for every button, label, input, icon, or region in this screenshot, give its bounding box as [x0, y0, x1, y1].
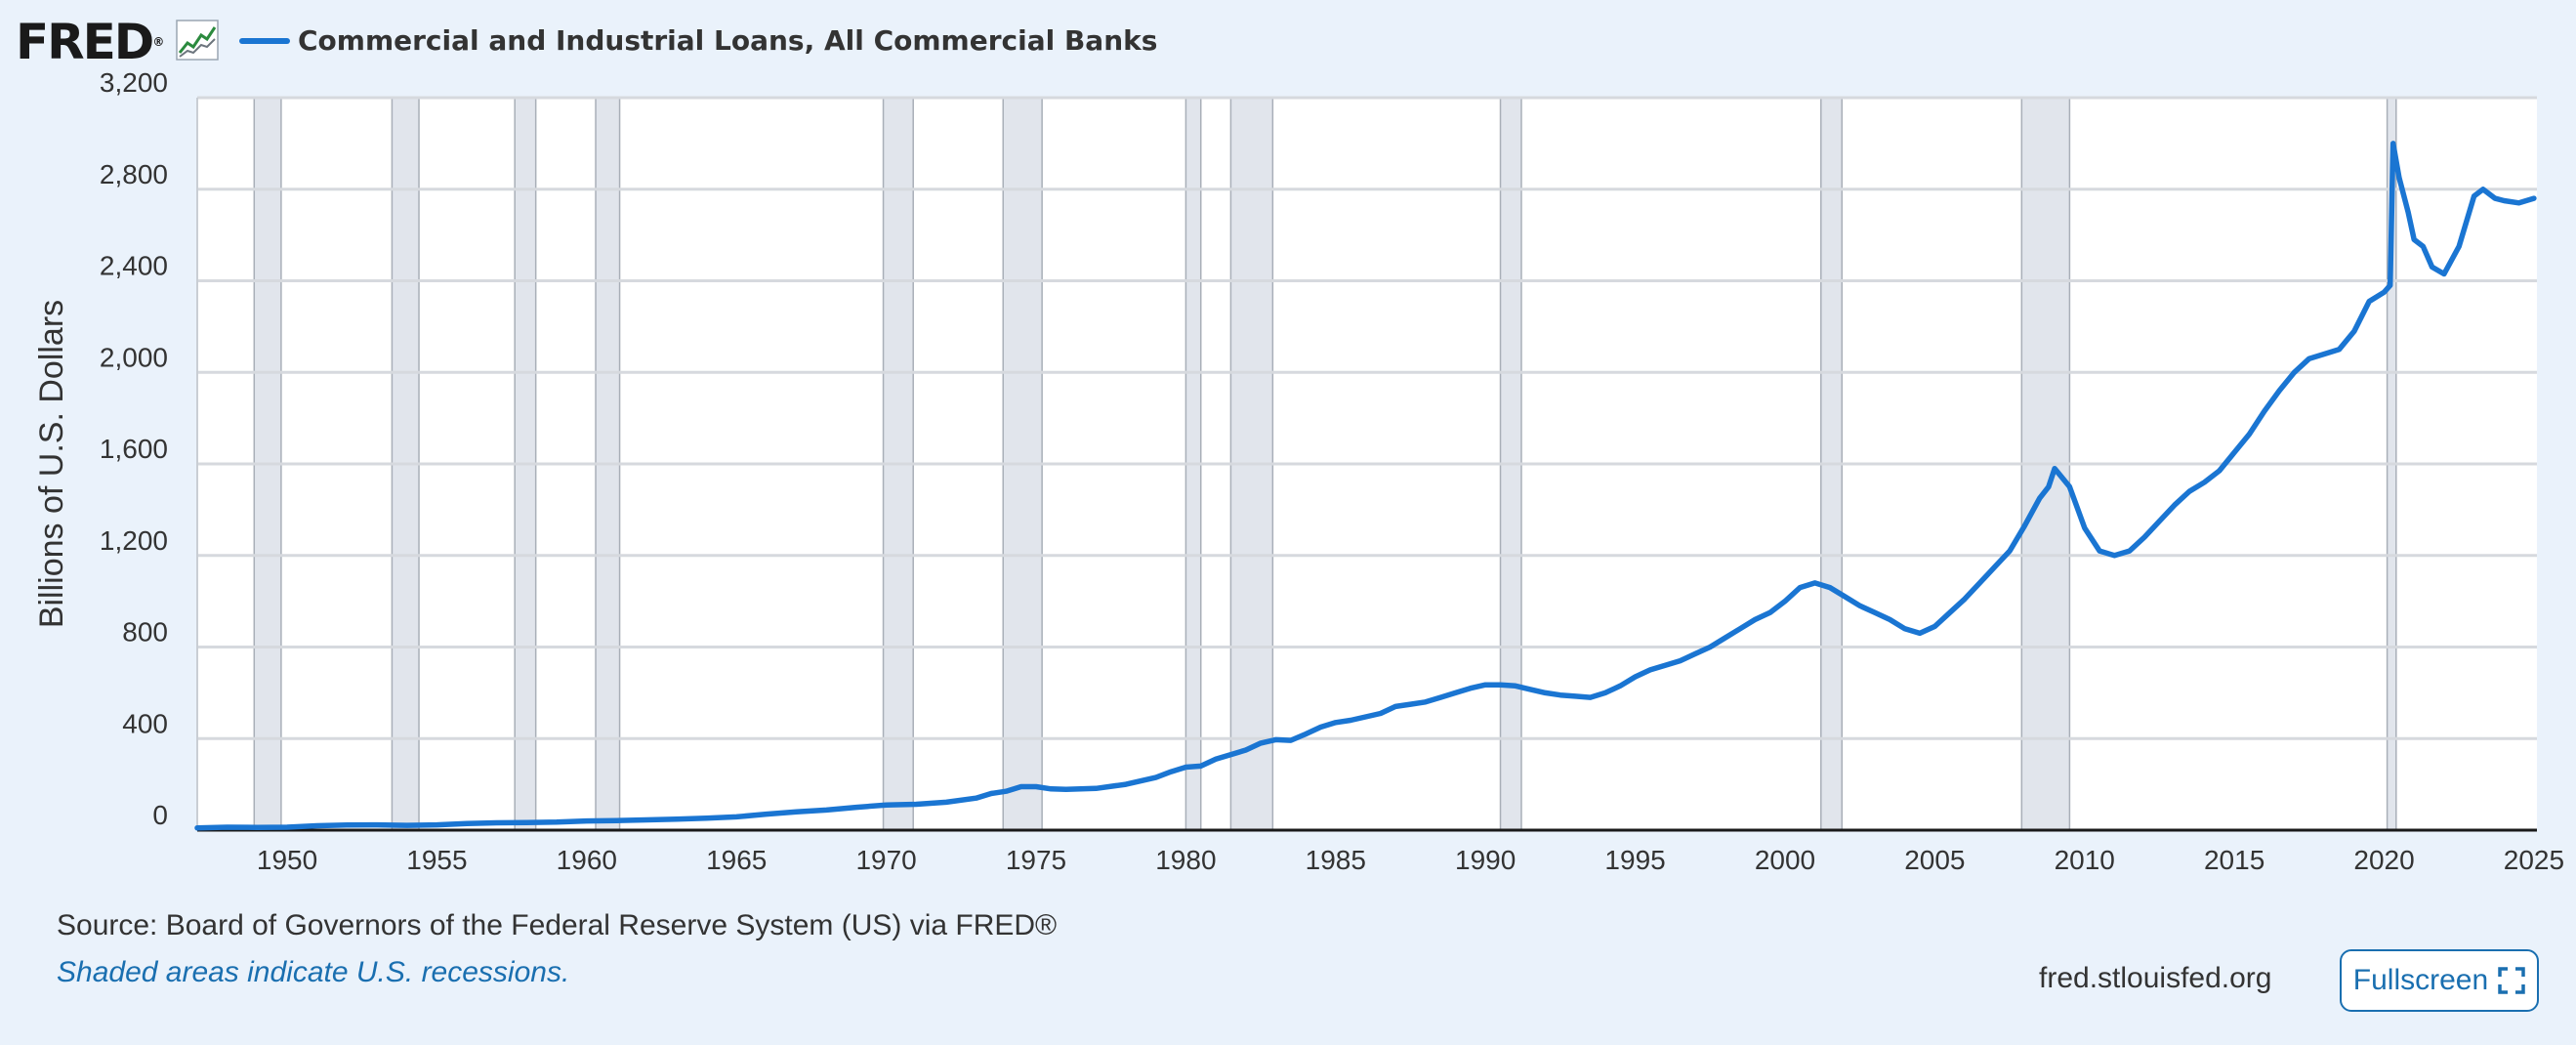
fred-logo-text: FRED: [16, 14, 154, 70]
y-axis-label: Billions of U.S. Dollars: [33, 300, 70, 628]
fullscreen-label: Fullscreen: [2352, 964, 2489, 996]
x-tick-label: 2005: [1904, 845, 1965, 875]
x-tick-label: 1965: [706, 845, 767, 875]
fred-logo-registered-mark: ®: [152, 35, 165, 49]
x-tick-label: 2020: [2353, 845, 2414, 875]
series-line: [194, 141, 2537, 831]
x-tick-label: 1955: [406, 845, 467, 875]
x-tick-label: 1995: [1604, 845, 1665, 875]
legend-swatch: [239, 38, 290, 44]
expand-icon: [2498, 967, 2525, 994]
y-tick-label: 0: [152, 800, 168, 830]
x-tick-label: 1980: [1155, 845, 1216, 875]
y-tick-label: 2,400: [100, 251, 168, 281]
y-tick-label: 800: [122, 617, 168, 648]
x-tick-label: 1970: [855, 845, 916, 875]
line-chart: 1950 1955 1960 1965 1970 1975 1980 1985 1990 1995…: [33, 67, 2564, 875]
x-tick-label: 1975: [1006, 845, 1066, 875]
y-tick-label: 1,600: [100, 434, 168, 464]
chart-header: FRED® Commercial and Industrial Loans, A…: [0, 0, 2576, 82]
fred-logo[interactable]: FRED®: [16, 8, 164, 76]
line-graph-icon: [176, 20, 219, 61]
series-title: Commercial and Industrial Loans, All Com…: [298, 24, 1158, 57]
y-tick-label: 2,800: [100, 159, 168, 189]
y-tick-label: 2,000: [100, 342, 168, 372]
y-tick-label: 400: [122, 708, 168, 738]
recession-note: Shaded areas indicate U.S. recessions.: [57, 956, 570, 988]
x-tick-label: 2015: [2204, 845, 2264, 875]
x-tick-label: 1985: [1306, 845, 1366, 875]
source-line: Source: Board of Governors of the Federa…: [57, 909, 1058, 941]
site-url-link[interactable]: fred.stlouisfed.org: [2039, 962, 2272, 994]
x-tick-label: 1950: [257, 845, 317, 875]
x-tick-label: 1960: [557, 845, 617, 875]
fullscreen-button[interactable]: Fullscreen: [2340, 949, 2539, 1012]
x-tick-label: 2010: [2055, 845, 2115, 875]
x-tick-label: 2025: [2504, 845, 2564, 875]
x-tick-label: 2000: [1755, 845, 1815, 875]
x-tick-label: 1990: [1455, 845, 1516, 875]
y-tick-label: 1,200: [100, 525, 168, 556]
y-tick-label: 3,200: [100, 67, 168, 98]
